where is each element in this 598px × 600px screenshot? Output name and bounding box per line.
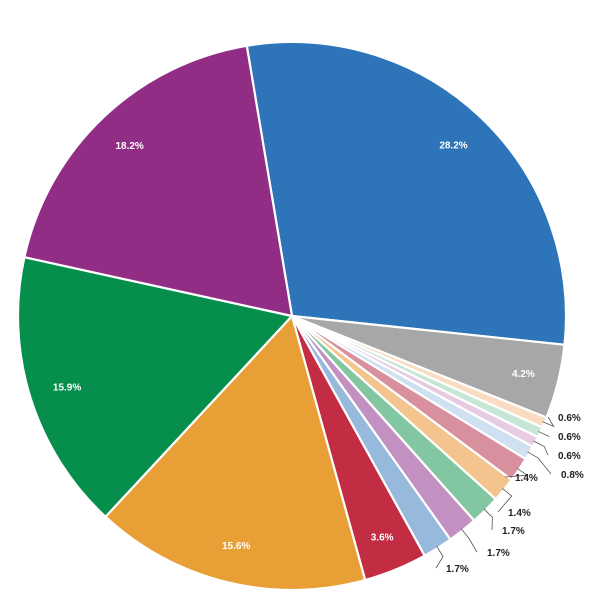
slice-label: 1.4% xyxy=(508,508,531,519)
leader-line xyxy=(538,431,550,437)
leader-line xyxy=(483,508,493,531)
leader-line xyxy=(504,468,529,478)
pie-slice xyxy=(23,44,294,318)
leader-line xyxy=(461,528,478,553)
slice-label: 18.2% xyxy=(115,141,143,152)
slice-label: 0.6% xyxy=(558,413,581,424)
slice-label: 28.2% xyxy=(439,140,467,151)
leader-line xyxy=(542,416,555,428)
pie-slices xyxy=(16,40,568,592)
leader-line xyxy=(497,488,513,513)
slice-label: 0.6% xyxy=(558,432,581,443)
slice-label: 1.7% xyxy=(487,548,510,559)
slice-label: 0.6% xyxy=(558,451,581,462)
pie-slice xyxy=(103,313,367,592)
leader-line xyxy=(435,546,444,569)
slice-label: 4.2% xyxy=(512,369,535,380)
slice-label: 15.9% xyxy=(53,382,81,393)
pie-slice xyxy=(245,40,568,346)
slice-label: 3.6% xyxy=(371,533,394,544)
slice-label: 1.7% xyxy=(446,564,469,575)
pie-slice xyxy=(16,255,295,519)
slice-label: 1.4% xyxy=(515,473,538,484)
pie-leader-lines xyxy=(435,416,555,569)
slice-label: 1.7% xyxy=(502,526,525,537)
leader-line xyxy=(533,440,549,456)
slice-label: 15.6% xyxy=(222,541,250,552)
slice-label: 0.8% xyxy=(561,470,584,481)
leader-line xyxy=(527,451,552,475)
pie-labels: 28.2% 4.2% 0.6% 0.6% 0.6% 0.8% 1.4% 1.4% 1.7% 1.7… xyxy=(53,140,584,575)
